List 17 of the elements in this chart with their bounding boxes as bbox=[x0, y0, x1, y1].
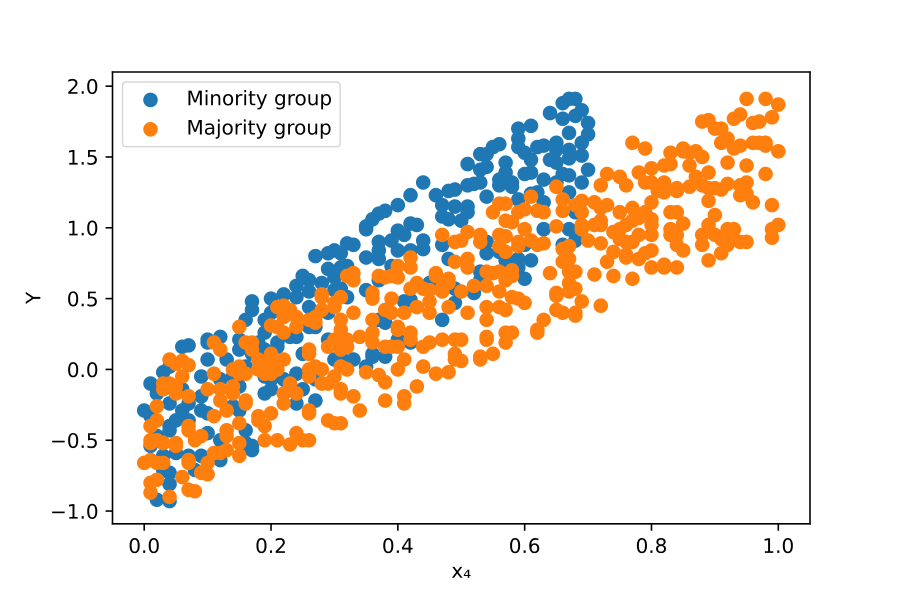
legend-label: Majority group bbox=[188, 119, 331, 139]
y-tick-label: 0.5 bbox=[68, 291, 97, 306]
x-axis-title: x₄ bbox=[452, 566, 471, 578]
y-tick-label: 0.0 bbox=[68, 362, 98, 378]
x-tick-label: 0.2 bbox=[256, 538, 285, 554]
x-tick-label: 0.4 bbox=[383, 538, 413, 554]
y-tick-label: −1.0 bbox=[52, 504, 98, 519]
x-tick-label: 0.6 bbox=[510, 538, 540, 554]
y-tick-label: 1.5 bbox=[69, 150, 97, 165]
x-tick-label: 1.0 bbox=[764, 538, 793, 554]
y-axis-title: Y bbox=[26, 292, 40, 304]
legend-label: Minority group bbox=[188, 90, 332, 110]
y-tick-label: −0.5 bbox=[52, 432, 97, 448]
x-tick-label: 0.0 bbox=[130, 538, 159, 554]
y-tick-label: 1.0 bbox=[69, 220, 98, 236]
x-tick-label: 0.8 bbox=[636, 538, 666, 554]
y-tick-label: 2.0 bbox=[68, 78, 98, 94]
